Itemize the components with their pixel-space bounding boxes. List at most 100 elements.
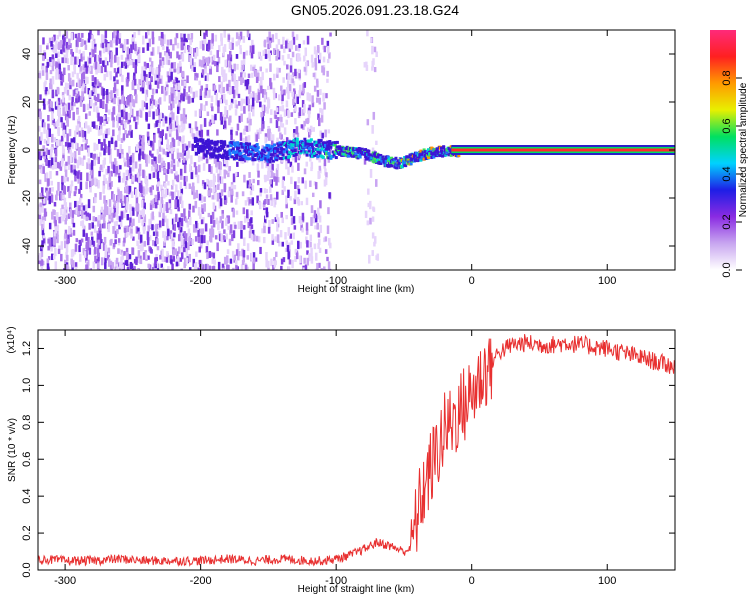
spectrogram-cell xyxy=(175,115,179,124)
spectrogram-cell xyxy=(76,56,80,66)
snr-y-axis-label: SNR (10 * v/v) xyxy=(7,418,18,482)
spectrogram-cell xyxy=(280,258,284,265)
spectrogram-cell xyxy=(247,73,251,79)
spectrogram-cell xyxy=(161,255,165,263)
signal-cell xyxy=(241,158,245,162)
spectrogram-cell xyxy=(198,108,202,117)
spectrogram-cell xyxy=(249,190,253,196)
spectrogram-cell xyxy=(239,132,243,141)
spectrogram-cell xyxy=(113,82,117,92)
spectrogram-cell xyxy=(287,266,291,270)
spectrogram-cell xyxy=(172,43,175,51)
spectrogram-cell xyxy=(236,171,239,178)
spectrogram-cell xyxy=(222,235,225,240)
spectrogram-cell xyxy=(203,118,207,127)
spectrogram-cell xyxy=(246,255,250,260)
spectrogram-cell xyxy=(311,95,314,104)
spectrogram-cell xyxy=(240,113,243,122)
spectrogram-cell xyxy=(223,120,227,129)
spectrogram-cell xyxy=(152,99,156,106)
spectrogram-cell xyxy=(159,254,162,260)
spectrogram-cell xyxy=(138,148,142,156)
spectrogram-cell xyxy=(280,90,284,95)
spectrogram-cell xyxy=(209,188,213,193)
spectrogram-cell xyxy=(318,238,321,245)
spectrogram-x-axis-label: Height of straight line (km) xyxy=(298,284,415,295)
spectrogram-cell xyxy=(123,210,126,218)
spectrogram-cell xyxy=(165,87,169,95)
spectrogram-cell xyxy=(76,159,80,169)
spectrogram-cell xyxy=(42,151,46,157)
spectrogram-cell xyxy=(136,110,139,117)
spectrogram-cell xyxy=(310,54,314,63)
spectrogram-cell xyxy=(220,116,224,125)
spectrogram-cell xyxy=(112,38,116,44)
spectrogram-cell xyxy=(100,257,104,266)
spectrogram-cell xyxy=(316,80,319,88)
spectrogram-cell xyxy=(157,104,160,111)
spectrogram-cell xyxy=(185,92,188,100)
spectrogram-cell xyxy=(138,154,141,160)
spectrogram-cell xyxy=(52,118,55,124)
signal-cell xyxy=(205,151,209,155)
spectrogram-cell xyxy=(57,119,60,127)
spectrogram-cell xyxy=(176,106,180,114)
spectrogram-cell xyxy=(38,164,42,170)
spectrogram-cell xyxy=(81,32,84,38)
spectrogram-cell xyxy=(375,51,378,58)
spectrogram-cell xyxy=(203,196,206,202)
spectrogram-cell xyxy=(94,217,98,222)
spectrogram-cell xyxy=(301,177,305,184)
spectrogram-cell xyxy=(240,102,243,112)
signal-cell xyxy=(296,141,300,145)
spectrogram-cell xyxy=(105,40,108,48)
spectrogram-cell xyxy=(246,82,249,90)
spectrogram-cell xyxy=(65,243,69,253)
spectrogram-cell xyxy=(102,48,106,54)
spectrogram-cell xyxy=(57,181,60,191)
spectrogram-cell xyxy=(140,184,143,194)
spectrogram-cell xyxy=(250,210,253,216)
spectrogram-cell xyxy=(117,97,120,106)
spectrogram-cell xyxy=(184,117,187,124)
spectrogram-cell xyxy=(327,129,331,134)
spectrogram-cell xyxy=(55,194,58,201)
signal-cell xyxy=(246,149,250,153)
spectrogram-cell xyxy=(278,241,281,247)
spectrogram-cell xyxy=(105,128,109,135)
spectrogram-cell xyxy=(155,100,158,108)
spectrogram-cell xyxy=(59,40,63,49)
spectrogram-cell xyxy=(126,39,129,45)
spectrogram-cell xyxy=(179,152,182,158)
signal-cell xyxy=(251,148,255,152)
spectrogram-cell xyxy=(200,129,204,139)
spectrogram-cell xyxy=(216,129,219,136)
spectrogram-cell xyxy=(305,236,308,244)
spectrogram-cell xyxy=(132,218,135,226)
spectrogram-cell xyxy=(142,81,145,88)
spectrogram-cell xyxy=(200,103,203,111)
spectrogram-cell xyxy=(154,257,157,267)
spectrogram-cell xyxy=(288,83,292,92)
signal-cell xyxy=(312,150,316,154)
spectrogram-cell xyxy=(110,161,114,169)
signal-cell xyxy=(237,146,241,150)
signal-cell xyxy=(212,153,216,157)
spectrogram-cell xyxy=(195,90,198,98)
spectrogram-cell xyxy=(69,149,72,155)
spectrogram-cell xyxy=(115,220,118,227)
spectrogram-cell xyxy=(250,252,253,261)
spectrogram-cell xyxy=(235,81,239,88)
spectrogram-cell xyxy=(370,37,373,43)
spectrogram-cell xyxy=(66,116,69,123)
spectrogram-cell xyxy=(211,228,215,238)
spectrogram-cell xyxy=(137,214,141,223)
spectrogram-cell xyxy=(229,224,233,234)
spectrogram-cell xyxy=(136,203,140,212)
snr-plot-area xyxy=(38,334,675,568)
spectrogram-cell xyxy=(94,197,97,203)
spectrogram-cell xyxy=(152,203,155,209)
spectrogram-cell xyxy=(169,68,172,76)
signal-cell xyxy=(236,141,240,145)
spectrogram-cell xyxy=(45,187,48,193)
